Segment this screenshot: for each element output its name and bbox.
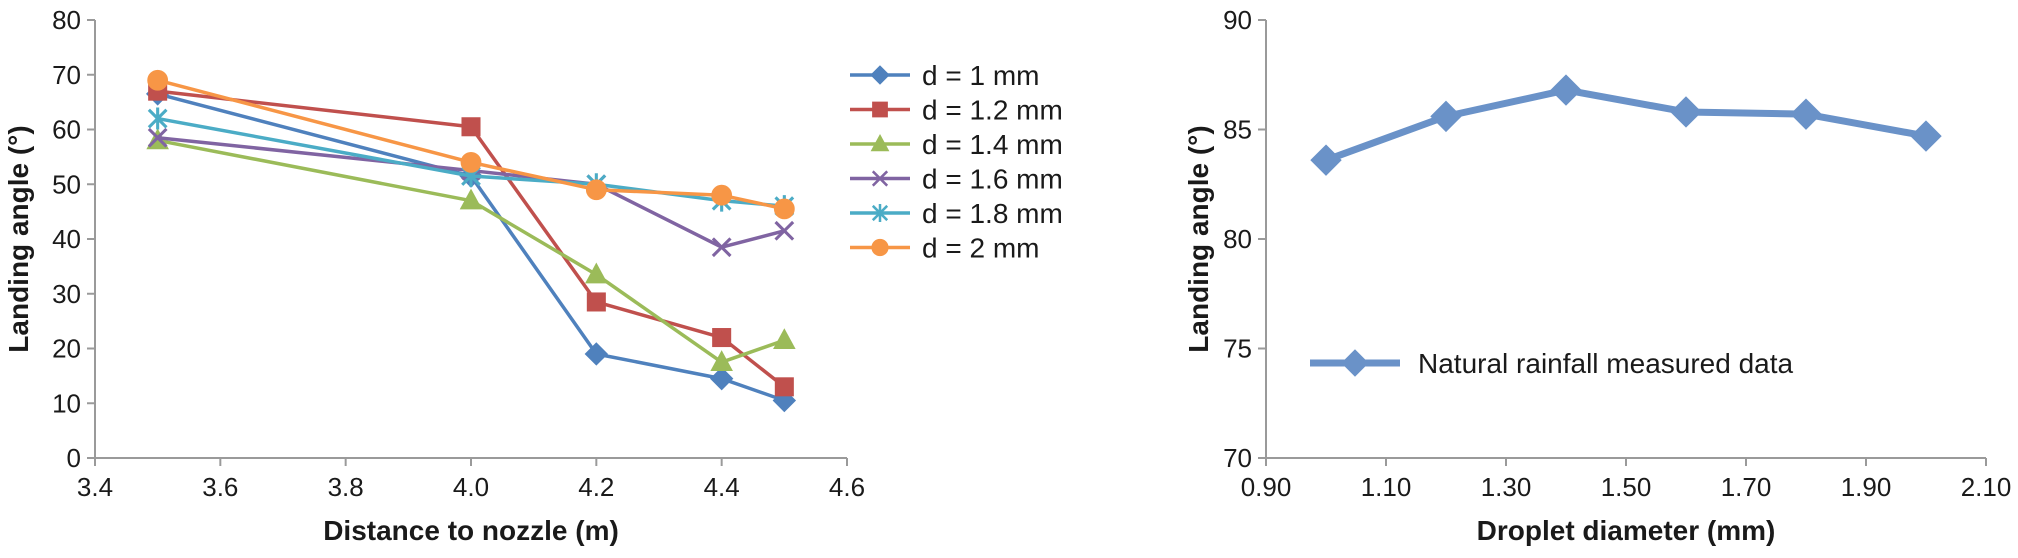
data-point <box>774 377 794 397</box>
legend-label: d = 1.4 mm <box>922 129 1063 160</box>
y-tick-label: 80 <box>52 5 81 35</box>
y-axis-title: Landing angle (°) <box>1183 125 1214 352</box>
x-tick-label: 1.30 <box>1481 472 1532 502</box>
x-axis-title: Droplet diameter (mm) <box>1477 515 1776 546</box>
legend-marker <box>870 133 890 152</box>
x-tick-label: 3.6 <box>202 472 238 502</box>
tick-layer: 3.4 3.6 3.8 4.0 4.2 4.4 4.6 0 10 20 30 40 50 60 70 80 <box>52 5 865 502</box>
y-tick-label: 30 <box>52 279 81 309</box>
y-tick-label: 85 <box>1223 115 1252 145</box>
y-tick-label: 60 <box>52 115 81 145</box>
legend-item: d = 1.2 mm <box>850 95 1063 126</box>
data-point <box>711 184 733 206</box>
legend-marker <box>871 204 889 222</box>
legend-marker <box>1341 349 1369 377</box>
legend-marker <box>870 65 890 85</box>
x-tick-label: 1.70 <box>1721 472 1772 502</box>
x-tick-label: 3.8 <box>328 472 364 502</box>
data-point <box>460 151 482 173</box>
x-tick-label: 2.10 <box>1961 472 2012 502</box>
legend-item: Natural rainfall measured data <box>1310 348 1794 379</box>
legend: Natural rainfall measured data <box>1310 348 1794 379</box>
legend-item: d = 1.6 mm <box>850 164 1063 195</box>
legend-item: d = 1.4 mm <box>850 129 1063 160</box>
legend-label: Natural rainfall measured data <box>1418 348 1794 379</box>
y-tick-label: 75 <box>1223 334 1252 364</box>
data-point <box>773 328 796 350</box>
y-tick-label: 20 <box>52 334 81 364</box>
y-tick-label: 0 <box>67 443 81 473</box>
legend-marker <box>872 101 888 118</box>
data-point <box>461 117 481 137</box>
data-point <box>1310 144 1342 176</box>
series-2 <box>148 81 794 397</box>
data-point <box>459 188 483 210</box>
series-line <box>1324 86 1927 164</box>
data-point <box>586 292 606 312</box>
legend-marker <box>871 238 889 257</box>
x-tick-label: 4.2 <box>578 472 614 502</box>
y-tick-label: 70 <box>52 60 81 90</box>
legend-marker <box>871 170 889 187</box>
legend-label: d = 1 mm <box>922 60 1039 91</box>
y-tick-label: 40 <box>52 224 81 254</box>
legend-label: d = 1.2 mm <box>922 95 1063 126</box>
data-point <box>147 69 169 91</box>
x-tick-label: 4.0 <box>453 472 489 502</box>
x-tick-label: 1.90 <box>1841 472 1892 502</box>
data-point <box>1790 98 1822 130</box>
series-line <box>157 92 785 403</box>
data-point <box>1430 100 1462 133</box>
series-layer <box>1310 74 1942 176</box>
x-tick-label: 1.50 <box>1601 472 1652 502</box>
y-tick-label: 70 <box>1223 443 1252 473</box>
legend-item: d = 1.8 mm <box>850 198 1063 229</box>
data-point <box>1550 74 1582 106</box>
data-point <box>712 328 732 348</box>
tick-layer: 0.90 1.10 1.30 1.50 1.70 1.90 2.10 70 75 80 85 90 <box>1223 5 2011 502</box>
y-axis-title: Landing angle (°) <box>3 125 34 352</box>
series-6 <box>147 69 795 220</box>
x-tick-label: 3.4 <box>77 472 113 502</box>
data-point <box>710 350 733 371</box>
legend-label: d = 1.6 mm <box>922 164 1063 195</box>
y-tick-label: 80 <box>1223 224 1252 254</box>
x-tick-label: 0.90 <box>1241 472 1292 502</box>
legend-item: d = 2 mm <box>850 233 1039 264</box>
data-point <box>147 127 168 148</box>
data-point <box>585 179 607 201</box>
data-point <box>711 237 732 258</box>
series-1 <box>1310 74 1942 176</box>
data-point <box>1670 96 1702 128</box>
y-tick-label: 90 <box>1223 5 1252 35</box>
x-tick-label: 4.6 <box>829 472 865 502</box>
chart-landing-angle-vs-distance: Distance to nozzle (m) Landing angle (°)… <box>3 5 1063 546</box>
y-tick-label: 50 <box>52 169 81 199</box>
legend-item: d = 1 mm <box>850 60 1039 91</box>
x-axis-title: Distance to nozzle (m) <box>323 515 619 546</box>
data-point <box>584 342 609 366</box>
x-tick-label: 1.10 <box>1361 472 1412 502</box>
data-point <box>1910 120 1942 152</box>
legend-label: d = 1.8 mm <box>922 198 1063 229</box>
data-point <box>773 198 795 220</box>
x-tick-label: 4.4 <box>704 472 740 502</box>
legend-label: d = 2 mm <box>922 233 1039 264</box>
y-tick-label: 10 <box>52 388 81 418</box>
series-layer <box>145 69 797 413</box>
data-point <box>709 366 734 391</box>
data-point <box>585 262 608 284</box>
legend: d = 1 mmd = 1.2 mmd = 1.4 mmd = 1.6 mmd … <box>850 60 1063 264</box>
data-point <box>147 107 168 130</box>
data-point <box>774 220 795 241</box>
chart-landing-angle-vs-diameter: Droplet diameter (mm) Landing angle (°) … <box>1183 5 2011 546</box>
